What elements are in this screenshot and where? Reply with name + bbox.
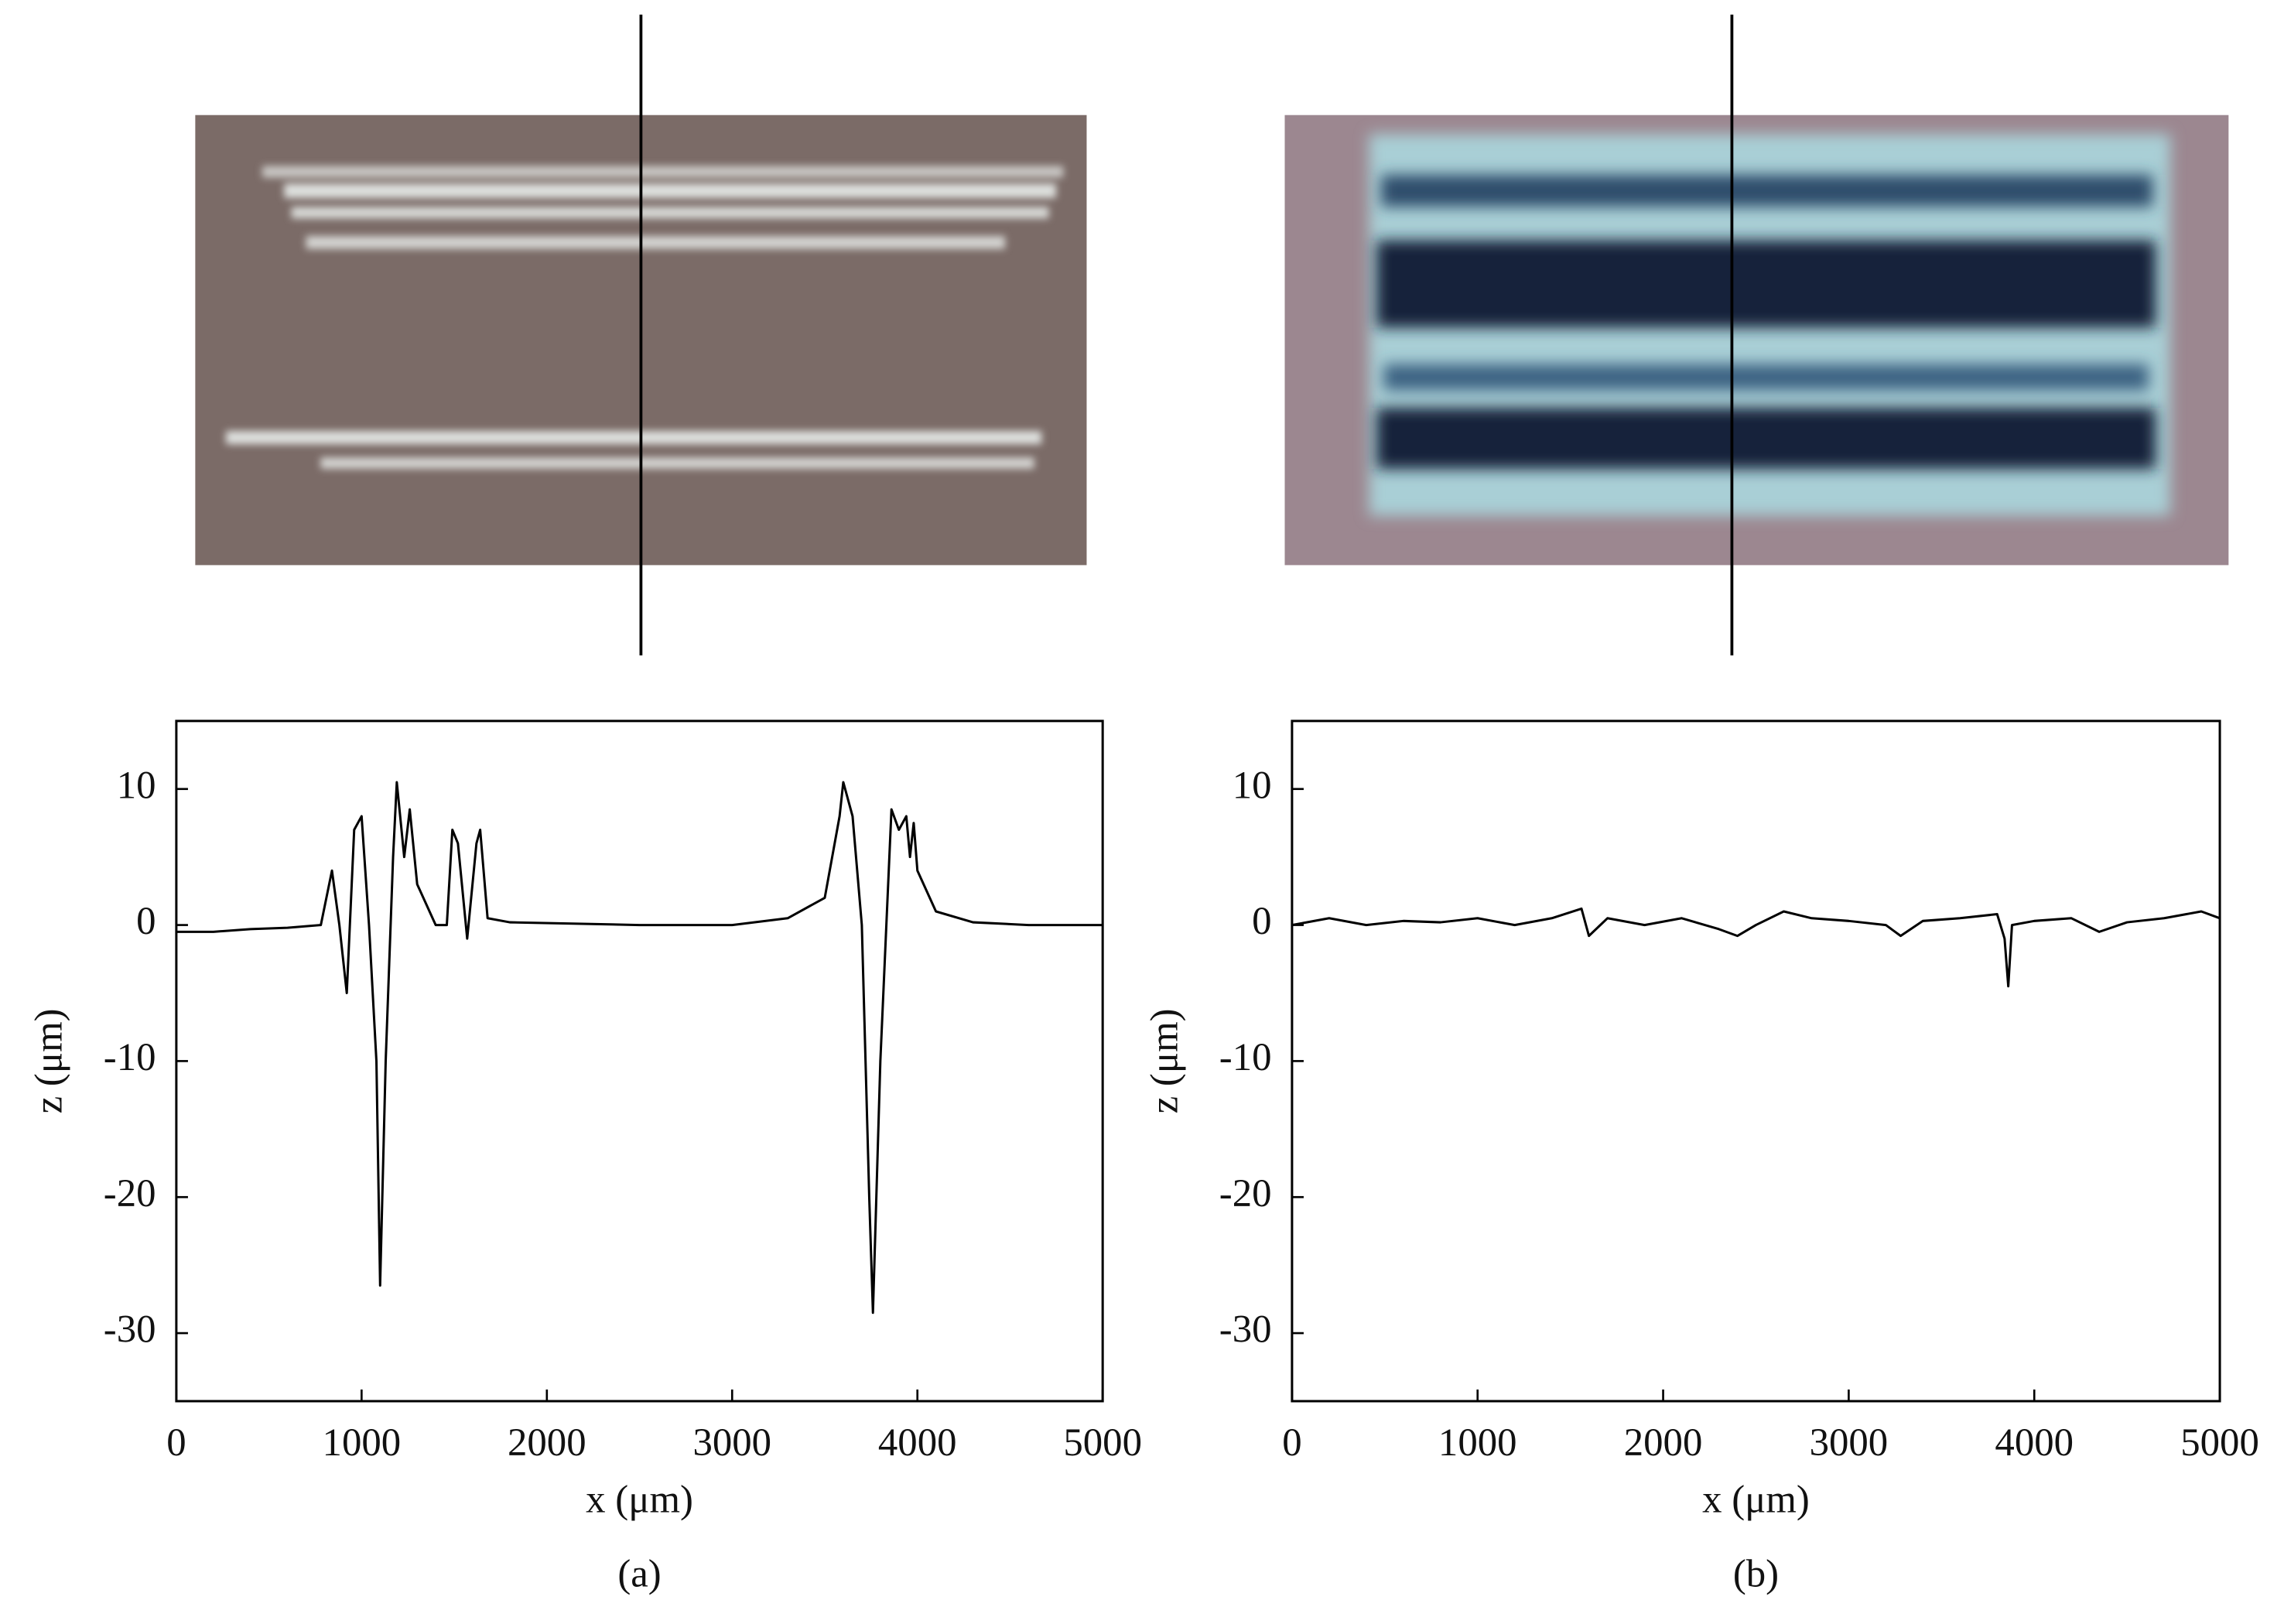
plot-frame [1291, 720, 2221, 1403]
x-axis-label: x (μm) [586, 1477, 693, 1520]
x-tick-label: 1000 [1438, 1421, 1517, 1464]
x-tick-label: 0 [1282, 1421, 1301, 1464]
profile-line [176, 781, 1103, 1315]
x-tick-label: 5000 [2180, 1421, 2259, 1464]
y-tick-label: -10 [1219, 1035, 1272, 1079]
y-tick-label: -20 [104, 1171, 156, 1215]
caption: (b) [1733, 1551, 1779, 1595]
x-tick-label: 4000 [878, 1421, 957, 1464]
y-tick-label: 10 [117, 763, 156, 806]
y-axis-label: z (μm) [1143, 1008, 1186, 1113]
y-tick-label: -30 [104, 1308, 156, 1351]
x-tick-label: 2000 [1624, 1421, 1703, 1464]
x-tick-label: 4000 [1995, 1421, 2074, 1464]
x-tick-label: 3000 [1810, 1421, 1889, 1464]
x-axis-label: x (μm) [1702, 1477, 1810, 1520]
x-tick-label: 5000 [1063, 1421, 1142, 1464]
y-axis-label: z (μm) [27, 1008, 70, 1113]
y-tick-label: -10 [104, 1035, 156, 1079]
y-tick-label: -30 [1219, 1308, 1272, 1351]
photo-b [1284, 14, 2229, 656]
profile-line [1291, 907, 2221, 988]
y-tick-label: 0 [136, 899, 156, 942]
x-tick-label: 2000 [508, 1421, 586, 1464]
x-tick-label: 1000 [323, 1421, 402, 1464]
caption: (a) [617, 1551, 661, 1595]
y-tick-label: 10 [1233, 763, 1272, 806]
x-tick-label: 0 [166, 1421, 186, 1464]
y-tick-label: 0 [1252, 899, 1271, 942]
y-tick-label: -20 [1219, 1171, 1272, 1215]
photo-a [195, 14, 1087, 656]
plot-frame [175, 720, 1104, 1403]
x-tick-label: 3000 [692, 1421, 771, 1464]
